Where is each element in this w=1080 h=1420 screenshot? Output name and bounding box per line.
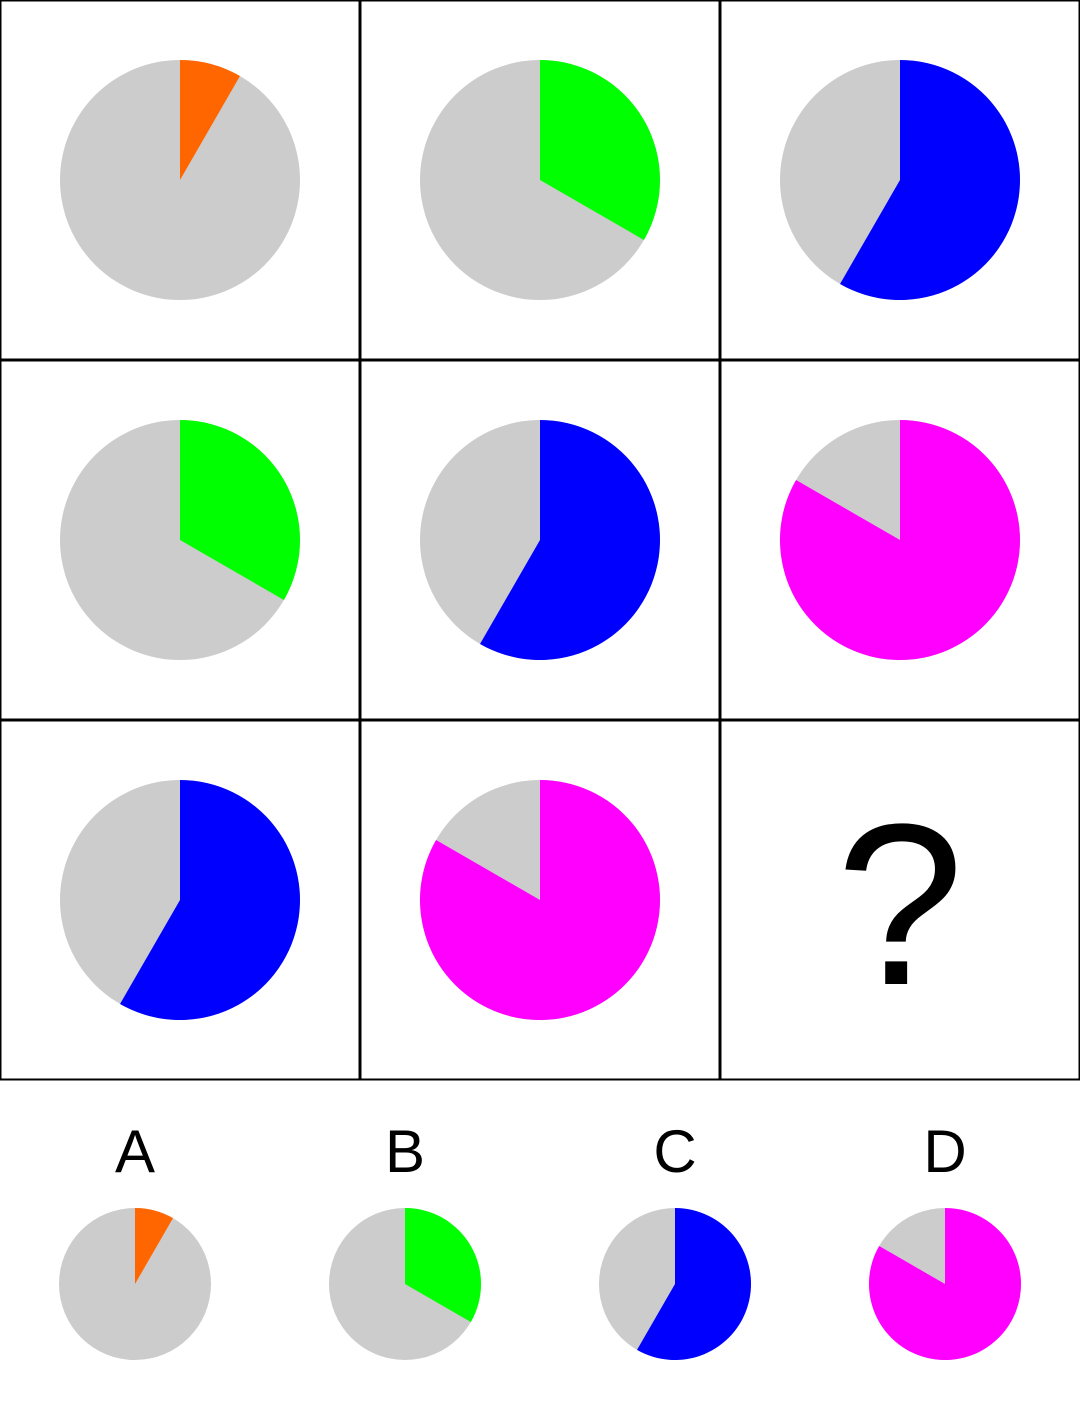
- pie-slice: [868, 1208, 1021, 1360]
- grid-cell-r1-c1: [0, 0, 361, 361]
- grid-cell-r2-c3: [719, 359, 1080, 721]
- puzzle-grid: ?: [0, 0, 1080, 1081]
- option-label: A: [115, 1118, 155, 1185]
- pie-chart-green: [420, 60, 661, 300]
- pie-slice: [135, 1208, 173, 1284]
- pie-slice: [779, 420, 1020, 660]
- grid-cell-r2-c1: [0, 359, 361, 721]
- answer-options: A B C D: [59, 1118, 1021, 1360]
- grid-cell-r2-c2: [359, 359, 721, 721]
- cell-border: [719, 719, 1080, 1081]
- pie-slice: [180, 60, 240, 180]
- option-b[interactable]: B: [329, 1118, 482, 1360]
- option-pie-orange: [59, 1208, 211, 1360]
- option-label: C: [653, 1118, 696, 1185]
- option-pie-green: [329, 1208, 482, 1360]
- option-c[interactable]: C: [599, 1118, 751, 1360]
- missing-cell-question-mark: ?: [836, 776, 964, 1033]
- grid-cell-r1-c2: [359, 0, 721, 361]
- option-a[interactable]: A: [59, 1118, 211, 1360]
- pie-chart-blue: [60, 780, 300, 1020]
- pie-chart-orange: [60, 60, 300, 300]
- pie-chart-blue: [780, 60, 1020, 300]
- pie-slice: [637, 1208, 751, 1360]
- pie-chart-magenta: [419, 780, 660, 1021]
- pie-chart-blue: [420, 420, 660, 660]
- pie-slice: [180, 420, 301, 600]
- option-pie-magenta: [868, 1208, 1021, 1360]
- grid-cell-r3-c2: [359, 719, 721, 1081]
- grid-cell-r3-c1: [0, 719, 361, 1081]
- pie-slice: [419, 780, 660, 1021]
- pie-slice: [120, 780, 300, 1020]
- pie-slice: [840, 60, 1020, 300]
- option-label: D: [923, 1118, 966, 1185]
- option-pie-blue: [599, 1208, 751, 1360]
- option-label: B: [385, 1118, 425, 1185]
- option-d[interactable]: D: [868, 1118, 1021, 1360]
- grid-cell-r1-c3: [719, 0, 1080, 361]
- grid-cell-r3-c3: ?: [719, 719, 1080, 1081]
- pie-chart-green: [60, 420, 301, 660]
- pie-chart-magenta: [779, 420, 1020, 660]
- pie-slice: [405, 1208, 482, 1322]
- pie-slice: [540, 60, 661, 240]
- pie-slice: [480, 420, 660, 660]
